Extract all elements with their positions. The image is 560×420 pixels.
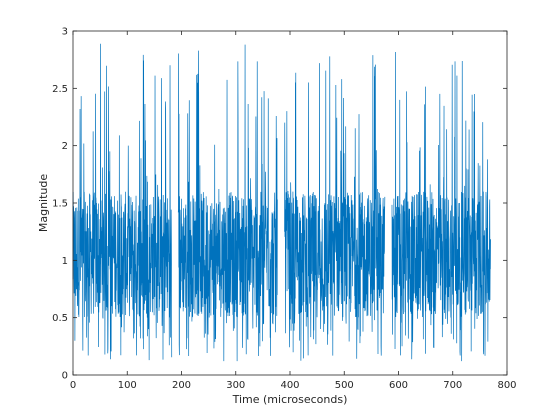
y-tick-label: 1 [62,256,68,267]
x-tick-label: 700 [443,380,462,391]
y-axis: 0 0.5 1 1.5 2 2.5 3 [52,27,507,382]
y-axis-label: Magnitude [37,174,50,233]
y-tick-label: 1.5 [52,199,68,210]
series-segment [391,52,491,362]
y-tick-label: 2 [62,141,68,152]
y-tick-label: 3 [62,27,68,38]
x-tick-label: 600 [389,380,408,391]
x-tick-label: 800 [497,380,516,391]
series-line [72,43,491,362]
x-axis-label: Time (microseconds) [232,393,348,406]
x-tick-label: 100 [118,380,137,391]
x-tick-label: 200 [172,380,191,391]
y-tick-label: 0 [62,371,68,382]
y-tick-label: 0.5 [52,313,68,324]
x-tick-label: 400 [280,380,299,391]
x-tick-label: 500 [335,380,354,391]
series-segment [177,44,278,362]
x-tick-label: 300 [226,380,245,391]
series-segment [284,55,386,361]
x-axis: 0 100 200 300 400 500 600 700 800 [70,31,517,391]
series-segment [72,43,173,361]
x-tick-label: 0 [70,380,76,391]
y-tick-label: 2.5 [52,84,68,95]
